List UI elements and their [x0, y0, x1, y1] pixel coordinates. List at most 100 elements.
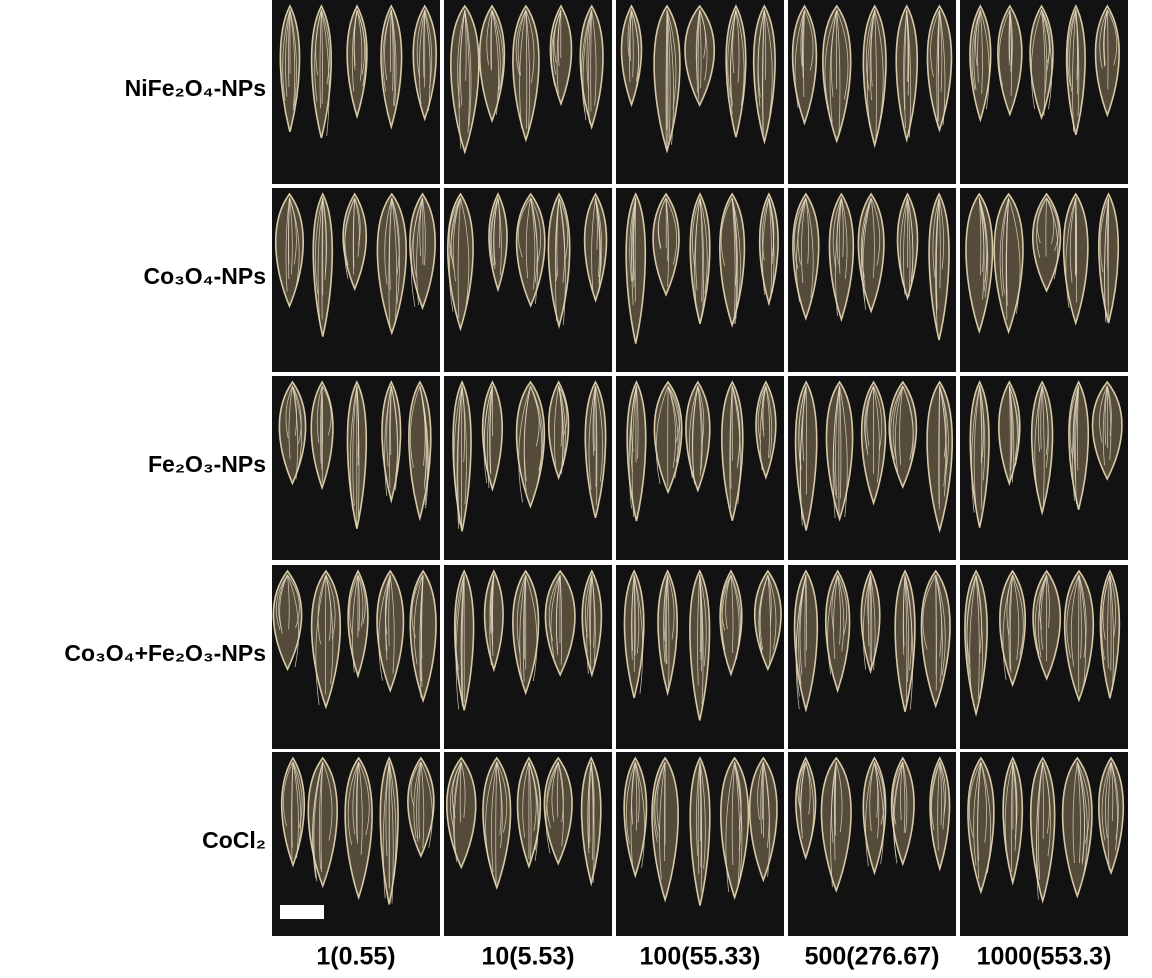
root-strand [626, 761, 636, 844]
root-strand [493, 197, 499, 265]
root-strand [757, 9, 765, 107]
root [895, 4, 919, 144]
root-strand [591, 574, 595, 648]
root-strand [528, 761, 539, 851]
root-strand [1005, 197, 1009, 296]
root-strand [1041, 385, 1045, 505]
root-strand [731, 197, 736, 324]
root-strand [633, 574, 644, 694]
root-strand [862, 574, 871, 670]
root-strand [416, 197, 423, 306]
root-strand [768, 197, 773, 300]
root-strand [523, 385, 531, 492]
root-strand [999, 197, 1009, 297]
root-strand [354, 197, 361, 246]
root-strand [352, 574, 359, 673]
root-strand [287, 574, 300, 628]
root-strand [699, 761, 703, 893]
photo-cell [788, 565, 956, 749]
root-strand [385, 761, 390, 856]
root-strand [322, 197, 328, 273]
root-strand [289, 197, 293, 275]
root-strand [699, 9, 706, 59]
root-strand [906, 9, 909, 82]
root-strand [555, 574, 561, 651]
root-strand [1004, 761, 1014, 860]
root-strand [489, 197, 499, 269]
root-strand [1002, 574, 1013, 681]
root-strand [899, 197, 908, 285]
root-strand [558, 385, 564, 475]
root-strand [455, 574, 465, 670]
root-strand [978, 197, 982, 276]
photo-cell [616, 565, 784, 749]
root-strand [1010, 761, 1014, 872]
root-strand [283, 761, 294, 827]
root-strand [1046, 197, 1059, 252]
root-strand [525, 197, 532, 279]
root-strand [1078, 574, 1082, 659]
column-label: 1000(553.3) [977, 943, 1112, 971]
root-strand [735, 9, 745, 106]
root-strand [1009, 9, 1013, 66]
root-strand [1075, 385, 1079, 505]
root-strand [556, 9, 562, 94]
root-strand [1009, 9, 1013, 96]
scale-bar [280, 905, 324, 919]
root-strand [1076, 761, 1081, 864]
root-strand [874, 761, 880, 839]
root-strand [584, 574, 593, 638]
root-strand [874, 761, 885, 825]
root-strand [838, 197, 842, 274]
root-strand [667, 385, 680, 443]
root [689, 756, 711, 906]
root-strand [874, 9, 877, 143]
root-strand [836, 9, 841, 134]
column-label: 100(55.33) [640, 943, 761, 971]
root-strand [1040, 574, 1048, 650]
root-strand [418, 761, 422, 839]
root-strand [321, 9, 330, 85]
root-strand [384, 574, 391, 635]
root-strand [287, 574, 290, 630]
root-strand [697, 385, 702, 476]
root-strand [935, 574, 937, 691]
column-label: 1(0.55) [316, 943, 395, 971]
root-strand [1106, 9, 1118, 66]
root-strand [595, 385, 603, 482]
root-strand [795, 574, 807, 697]
root-strand [631, 761, 636, 825]
root-strand [930, 9, 940, 77]
root-strand [805, 761, 811, 815]
row-label: Co₃O₄-NPs [143, 263, 266, 289]
root-strand [1012, 574, 1020, 660]
root-strand [762, 9, 765, 135]
root-strand [633, 574, 640, 654]
photo-cell [272, 188, 440, 372]
root-strand [729, 385, 733, 509]
root-strand [699, 574, 707, 667]
root-strand [841, 197, 848, 279]
root-strand [978, 197, 988, 283]
root-strand [525, 9, 535, 83]
root-strand [1038, 574, 1048, 630]
root-strand [292, 385, 299, 480]
root-strand [892, 385, 904, 460]
root-strand [587, 9, 593, 124]
root-strand [1008, 385, 1018, 461]
root-strand [595, 197, 601, 284]
root-strand [635, 385, 637, 463]
root-strand [391, 197, 400, 276]
root [820, 756, 852, 893]
photo-cell [444, 0, 612, 184]
root-strand [1012, 761, 1017, 851]
root-strand [1040, 385, 1043, 449]
root-strand [827, 574, 839, 675]
root-strand [805, 197, 814, 298]
root-strand [530, 197, 542, 263]
photo-cell [616, 188, 784, 372]
root-strand [318, 761, 324, 869]
root-strand [932, 197, 940, 278]
root-strand [971, 9, 981, 90]
root-strand [731, 197, 738, 286]
